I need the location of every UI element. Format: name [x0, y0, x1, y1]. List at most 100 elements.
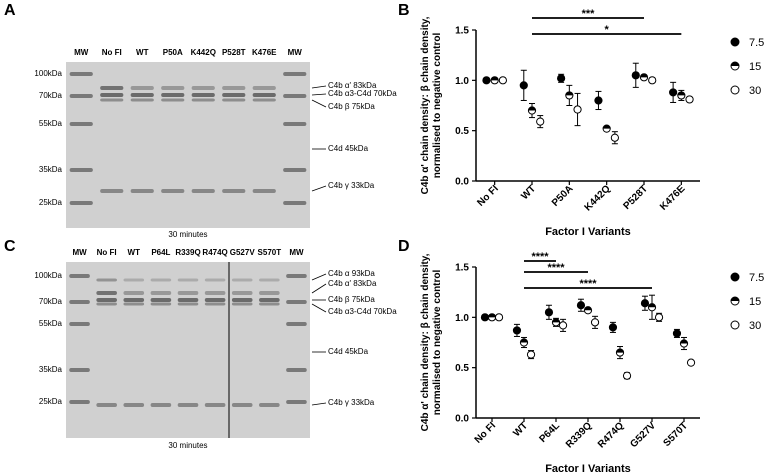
legend-marker	[730, 272, 740, 282]
gel-band	[204, 403, 226, 407]
gel-lane-label: R474Q	[202, 248, 228, 257]
gel-band	[204, 298, 226, 302]
gel-band	[204, 278, 226, 282]
legend-marker-half	[731, 297, 739, 301]
gel-band	[191, 98, 215, 102]
data-point	[640, 299, 650, 308]
gel-band	[177, 302, 199, 306]
gel-lane-label: MW	[74, 48, 89, 57]
gel-band	[286, 368, 307, 372]
mw-marker-label: 35kDa	[38, 365, 62, 374]
legend-marker	[730, 85, 740, 95]
gel-lane-label: S570T	[257, 248, 282, 257]
gel-lane-label: MW	[72, 248, 87, 257]
x-tick-label: K442Q	[583, 183, 613, 213]
data-point	[519, 81, 528, 90]
data-point-half	[616, 348, 624, 353]
gel-band	[252, 93, 276, 97]
mw-marker-label: 100kDa	[34, 69, 62, 78]
data-point	[686, 358, 696, 367]
data-point	[631, 71, 640, 80]
gel-band	[69, 322, 90, 326]
gel-band	[204, 302, 226, 306]
x-tick-label: No FI	[473, 420, 499, 446]
data-point	[590, 318, 600, 327]
band-pointer	[311, 99, 327, 108]
gel-band	[150, 278, 172, 282]
gel-band	[69, 274, 90, 278]
x-tick-label: P64L	[537, 420, 562, 445]
gel-lane-label: P50A	[162, 48, 183, 57]
gel-band	[191, 189, 215, 193]
gel-band	[177, 403, 199, 407]
gel-band	[259, 298, 280, 302]
gel-band-label: C4b γ 33kDa	[328, 398, 375, 407]
data-point	[648, 76, 657, 85]
mw-marker-label: 70kDa	[38, 297, 62, 306]
gel-band	[123, 403, 145, 407]
gel-band	[96, 291, 117, 295]
gel-band	[69, 368, 90, 372]
data-point	[536, 117, 545, 126]
data-point	[498, 76, 507, 85]
significance-label: ****	[547, 262, 565, 274]
gel-band	[286, 274, 307, 278]
gel-lane-label: WT	[127, 248, 140, 257]
data-point	[669, 88, 678, 97]
data-point-half	[640, 73, 648, 78]
band-pointer	[311, 185, 327, 192]
y-tick-label: 1.5	[455, 263, 469, 274]
gel-band	[96, 302, 117, 306]
data-point	[512, 326, 522, 335]
gel-band	[96, 298, 117, 302]
band-pointer	[311, 85, 327, 89]
gel-band	[69, 300, 90, 304]
y-tick-label: 1.0	[455, 313, 469, 324]
y-tick-label: 0.5	[455, 126, 469, 137]
x-tick-label: R339Q	[564, 420, 594, 450]
gel-band	[286, 400, 307, 404]
gel-band-label: C4b γ 33kDa	[328, 181, 375, 190]
mw-marker-label: 55kDa	[38, 319, 62, 328]
data-point	[685, 95, 694, 104]
y-axis-label: C4b α' chain density: β chain density,no…	[420, 16, 443, 194]
gel-a-caption: 30 minutes	[168, 230, 208, 239]
gel-band	[222, 189, 246, 193]
gel-band	[231, 291, 253, 295]
gel-band	[231, 298, 253, 302]
data-point	[557, 74, 566, 83]
gel-band	[283, 72, 307, 76]
x-axis-label: Factor I Variants	[545, 463, 631, 474]
legend-marker-half	[731, 62, 739, 66]
gel-band	[222, 93, 246, 97]
gel-band	[130, 189, 154, 193]
panel-letter-a: A	[4, 2, 16, 19]
data-point	[622, 371, 632, 380]
gel-band	[222, 98, 246, 102]
legend-marker	[730, 37, 740, 47]
gel-lane-label: No FI	[101, 48, 122, 57]
band-pointer	[311, 273, 327, 281]
band-pointer	[311, 303, 327, 313]
gel-band	[130, 86, 154, 90]
gel-band	[100, 189, 124, 193]
legend-label: 30	[749, 320, 761, 332]
gel-band	[69, 72, 93, 76]
data-point-half	[491, 76, 499, 81]
data-point	[610, 133, 619, 142]
y-tick-label: 0.0	[455, 414, 469, 425]
gel-band	[177, 278, 199, 282]
chart-d: 0.0 0.5 1.0 1.5 No FI WT P64L R339Q R474Q G527V S5…	[420, 251, 764, 474]
gel-band	[231, 403, 253, 407]
gel-band	[69, 168, 93, 172]
gel-band	[283, 94, 307, 98]
data-point	[608, 323, 618, 332]
gel-lane-label: MW	[287, 48, 302, 57]
x-axis-label: Factor I Variants	[545, 226, 631, 237]
mw-marker-label: 100kDa	[34, 271, 62, 280]
gel-lane-label: No FI	[96, 248, 117, 257]
y-tick-label: 0.5	[455, 363, 469, 374]
gel-band	[123, 278, 145, 282]
data-point	[494, 313, 504, 322]
mw-marker-label: 25kDa	[38, 198, 62, 207]
